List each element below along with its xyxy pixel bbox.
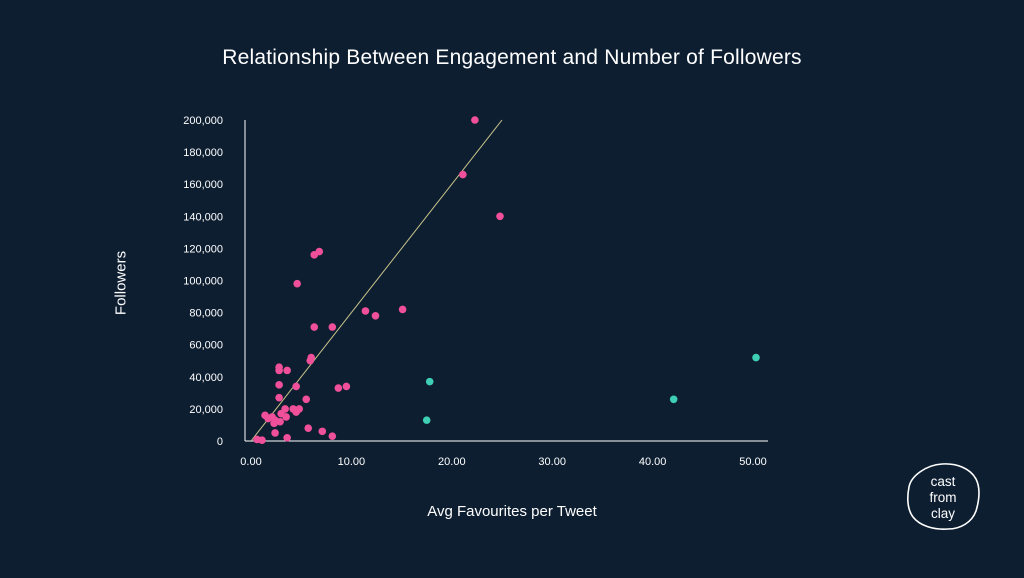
logo-line-2: from — [930, 490, 957, 505]
data-point-pink — [258, 436, 266, 444]
cast-from-clay-logo: cast from clay — [907, 463, 980, 530]
y-tick-label: 0 — [217, 436, 223, 448]
data-point-pink — [271, 429, 279, 437]
data-point-pink — [270, 419, 278, 428]
y-tick-label: 160,000 — [183, 179, 223, 191]
data-point-teal — [425, 377, 434, 386]
x-tick-label: 30.00 — [538, 456, 566, 468]
data-point-pink — [471, 116, 479, 124]
x-tick-label: 0.00 — [240, 456, 261, 468]
data-point-pink — [398, 305, 407, 314]
x-axis-ticks: 0.00 10.00 20.00 30.00 40.00 50.00 — [240, 456, 766, 468]
data-point-pink — [328, 323, 337, 331]
x-tick-label: 40.00 — [639, 456, 667, 468]
y-tick-label: 200,000 — [183, 115, 223, 127]
chart-title: Relationship Between Engagement and Numb… — [222, 46, 802, 69]
y-tick-label: 40,000 — [189, 372, 223, 384]
y-tick-label: 80,000 — [189, 308, 223, 320]
data-point-pink — [371, 312, 380, 320]
x-tick-label: 20.00 — [438, 456, 466, 468]
data-point-pink — [304, 424, 313, 432]
data-point-pink — [328, 432, 337, 440]
logo-line-1: cast — [931, 474, 956, 489]
data-point-pink — [276, 417, 284, 426]
data-point-pink — [275, 393, 283, 402]
trend-line — [250, 119, 503, 442]
data-point-pink — [275, 366, 283, 375]
data-point-pink — [361, 307, 370, 315]
y-tick-label: 60,000 — [189, 340, 223, 352]
data-point-pink — [310, 251, 319, 259]
data-point-teal — [752, 353, 760, 362]
data-point-pink — [293, 279, 301, 288]
data-point-pink — [459, 170, 467, 179]
data-point-pink — [306, 356, 315, 365]
data-point-pink — [318, 427, 327, 436]
data-point-pink — [264, 414, 272, 423]
data-point-pink — [275, 381, 283, 389]
x-axis-label: Avg Favourites per Tweet — [427, 503, 597, 520]
y-axis-ticks: 0 20,000 40,000 60,000 80,000 100,000 120,000 1… — [183, 115, 223, 448]
x-tick-label: 10.00 — [338, 456, 366, 468]
data-point-pink — [310, 323, 319, 331]
logo-blob-outline — [907, 463, 980, 530]
data-point-pink — [283, 433, 291, 442]
data-points — [253, 116, 760, 444]
y-tick-label: 120,000 — [183, 243, 223, 255]
data-point-teal — [669, 395, 678, 404]
data-point-pink — [292, 408, 300, 416]
data-point-pink — [282, 413, 290, 421]
data-point-pink — [283, 366, 291, 375]
x-tick-label: 50.00 — [739, 456, 767, 468]
data-point-pink — [302, 395, 311, 404]
data-point-pink — [334, 384, 343, 392]
y-tick-label: 20,000 — [189, 404, 223, 416]
y-tick-label: 140,000 — [183, 211, 223, 223]
y-tick-label: 180,000 — [183, 147, 223, 159]
data-point-pink — [342, 382, 351, 391]
data-point-pink — [292, 382, 300, 391]
data-point-pink — [496, 212, 504, 221]
data-point-teal — [422, 416, 431, 424]
logo-line-3: clay — [931, 506, 955, 521]
y-tick-label: 100,000 — [183, 276, 223, 288]
